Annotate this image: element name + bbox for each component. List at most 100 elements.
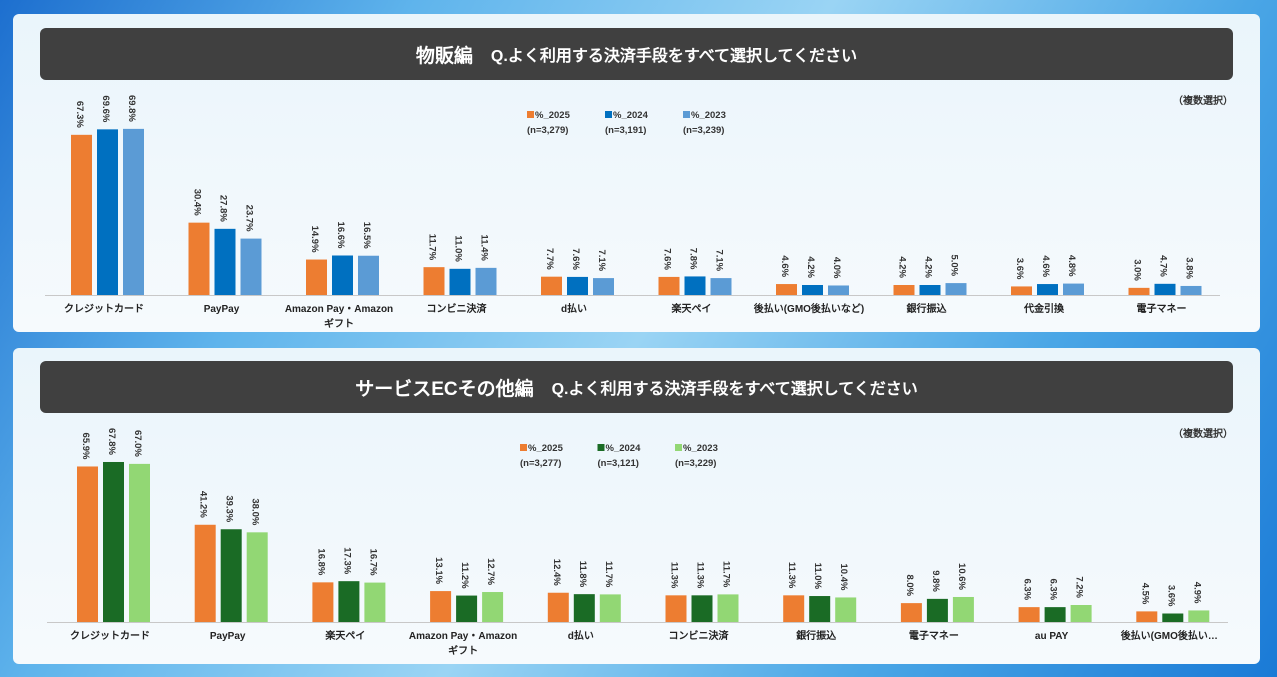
data-label: 23.7% [244, 205, 255, 232]
bar [952, 596, 974, 622]
category-label: 楽天ペイ [325, 631, 366, 642]
data-label: 10.6% [956, 563, 967, 590]
bar [77, 466, 98, 622]
category-label: クレジットカード [64, 304, 144, 315]
category-label: d払い [560, 304, 588, 315]
legend-n: (n=3,121) [598, 458, 639, 469]
data-label: 11.4% [479, 234, 490, 261]
data-label: 30.4% [192, 189, 203, 216]
bar [306, 259, 327, 295]
data-label: 67.0% [132, 430, 143, 457]
category-label: 電子マネー [908, 631, 959, 642]
data-label: 4.2% [923, 256, 934, 278]
data-label: 14.9% [309, 226, 320, 253]
bar [1063, 283, 1084, 295]
legend-label: %_2025 [528, 443, 564, 454]
bar [97, 129, 118, 295]
data-label: 13.1% [433, 557, 444, 584]
bar [945, 283, 967, 295]
bar [430, 591, 452, 622]
bar [364, 582, 386, 622]
data-label: 67.3% [74, 101, 85, 128]
legend-n: (n=3,239) [683, 125, 724, 136]
data-label: 12.4% [551, 559, 562, 586]
data-label: 7.6% [662, 248, 673, 270]
data-label: 6.3% [1048, 578, 1059, 600]
data-label: 3.6% [1165, 585, 1176, 607]
bar [220, 529, 242, 622]
data-label: 11.3% [669, 562, 680, 589]
chart-question: Q.よく利用する決済手段をすべて選択してください [490, 48, 858, 65]
legend-label: %_2023 [683, 443, 718, 454]
bar [1162, 613, 1184, 622]
category-label: クレジットカード [70, 631, 150, 642]
data-label: 16.8% [315, 548, 326, 575]
data-label: 4.2% [897, 256, 908, 278]
chart-title: 物販編 [415, 45, 473, 67]
category-label: Amazon Pay・Amazonギフト [408, 631, 518, 657]
header-service-ec: サービスECその他編 Q.よく利用する決済手段をすべて選択してください [40, 361, 1233, 413]
bar [1136, 611, 1158, 622]
bar [573, 594, 595, 622]
bar [194, 524, 216, 622]
data-label: 39.3% [224, 495, 235, 522]
category-label: PayPay [203, 304, 240, 315]
category-label: 後払い(GMO後払いなど) [753, 304, 865, 315]
data-label: 41.2% [198, 491, 209, 518]
category-label: PayPay [209, 631, 246, 642]
bar [240, 238, 262, 295]
bar [246, 532, 268, 622]
data-label: 11.7% [603, 561, 614, 588]
data-label: 4.5% [1139, 583, 1150, 605]
bar [710, 278, 732, 295]
data-label: 69.6% [100, 95, 111, 122]
header-goods: 物販編 Q.よく利用する決済手段をすべて選択してください [40, 28, 1233, 80]
bar [599, 594, 621, 622]
legend-label: %_2024 [606, 443, 642, 454]
category-label: コンビニ決済 [426, 304, 487, 315]
bar [1018, 607, 1040, 622]
bar [475, 267, 497, 295]
legend-n: (n=3,229) [675, 458, 716, 469]
bar [900, 603, 922, 622]
legend-n: (n=3,277) [520, 458, 561, 469]
bar [541, 276, 562, 295]
data-label: 8.0% [904, 574, 915, 596]
data-label: 4.6% [1040, 255, 1051, 277]
legend-label: %_2025 [535, 110, 571, 121]
data-label: 7.7% [544, 248, 555, 270]
bar [1070, 605, 1092, 622]
data-label: 16.7% [367, 549, 378, 576]
data-label: 4.0% [831, 257, 842, 279]
bar [312, 582, 334, 622]
bar [926, 598, 948, 622]
bar [332, 255, 353, 295]
bar [783, 595, 805, 622]
data-label: 3.8% [1184, 257, 1195, 279]
data-label: 27.8% [218, 195, 229, 222]
category-label: 楽天ペイ [671, 304, 712, 315]
bar [456, 595, 478, 622]
data-label: 16.6% [335, 222, 346, 249]
bar [1037, 284, 1058, 295]
bar [547, 592, 569, 622]
category-label: 銀行振込 [906, 304, 947, 315]
bar [103, 461, 124, 622]
bar [809, 596, 831, 622]
category-label: au PAY [1034, 631, 1069, 642]
bar [828, 285, 849, 295]
bar [129, 463, 150, 622]
category-label: 銀行振込 [796, 631, 837, 642]
data-label: 11.0% [453, 235, 464, 262]
category-label: 後払い(GMO後払い… [1120, 631, 1218, 642]
bar [802, 285, 823, 295]
data-label: 11.8% [577, 561, 588, 588]
bar [1180, 285, 1202, 295]
bar [358, 255, 379, 295]
data-label: 65.9% [80, 433, 91, 460]
bar [123, 128, 144, 295]
data-label: 16.5% [361, 222, 372, 249]
data-label: 3.0% [1132, 259, 1143, 281]
chart-question: Q.よく利用する決済手段をすべて選択してください [551, 381, 918, 398]
data-label: 17.3% [341, 547, 352, 574]
